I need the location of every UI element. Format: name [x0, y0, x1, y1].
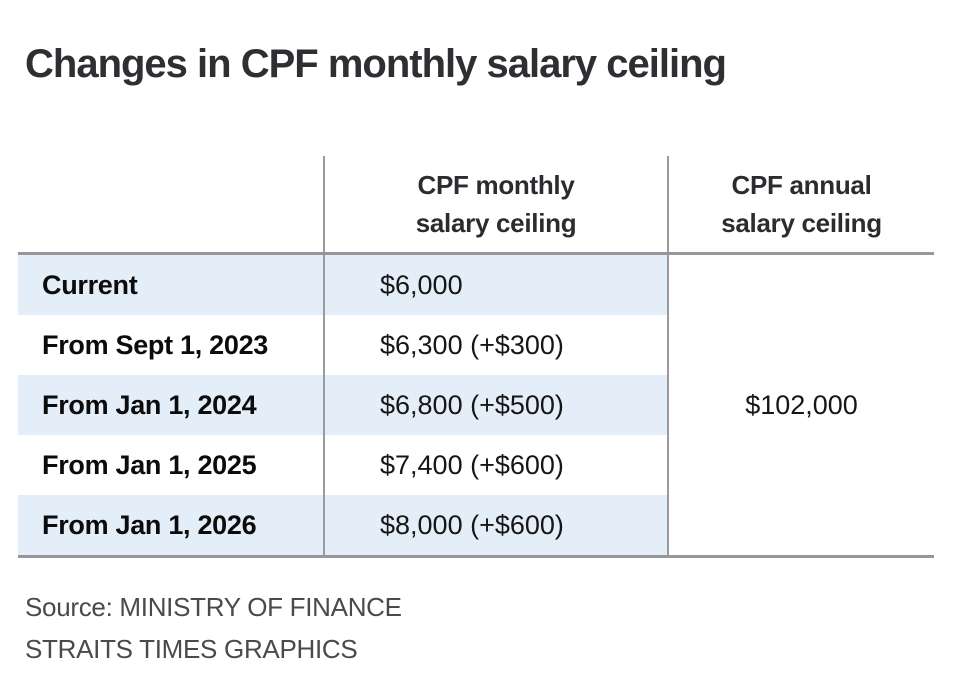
row-label-sept-2023: From Sept 1, 2023: [42, 329, 268, 360]
cpf-ceiling-table: CPF monthly salary ceiling CPF annual sa…: [18, 156, 934, 558]
header-cell-empty: [18, 156, 323, 252]
source-line: Source: MINISTRY OF FINANCE: [25, 592, 402, 622]
merged-cell-annual-ceiling: $102,000: [667, 255, 934, 555]
row-value-current: $6,000: [323, 255, 667, 315]
row-label-current: Current: [18, 255, 323, 315]
table-body: Current $6,000 From Sept 1, 2023 $6,300 …: [18, 252, 934, 558]
page-title: Changes in CPF monthly salary ceiling: [25, 42, 727, 86]
header-cell-annual-ceiling: CPF annual salary ceiling: [667, 156, 934, 252]
row-label-jan-2026: From Jan 1, 2026: [18, 495, 323, 555]
row-label-jan-2025: From Jan 1, 2025: [42, 449, 257, 480]
graphics-credit-line: STRAITS TIMES GRAPHICS: [25, 634, 358, 664]
table-header-row: CPF monthly salary ceiling CPF annual sa…: [18, 156, 934, 252]
row-value-jan-2026: $8,000 (+$600): [323, 495, 667, 555]
row-label-jan-2024: From Jan 1, 2024: [18, 375, 323, 435]
row-value-jan-2024: $6,800 (+$500): [323, 375, 667, 435]
header-cell-monthly-ceiling: CPF monthly salary ceiling: [323, 156, 667, 252]
row-value-jan-2025: $7,400 (+$600): [323, 435, 667, 495]
row-value-sept-2023: $6,300 (+$300): [323, 315, 667, 375]
source-credit: Source: MINISTRY OF FINANCE STRAITS TIME…: [25, 586, 402, 670]
